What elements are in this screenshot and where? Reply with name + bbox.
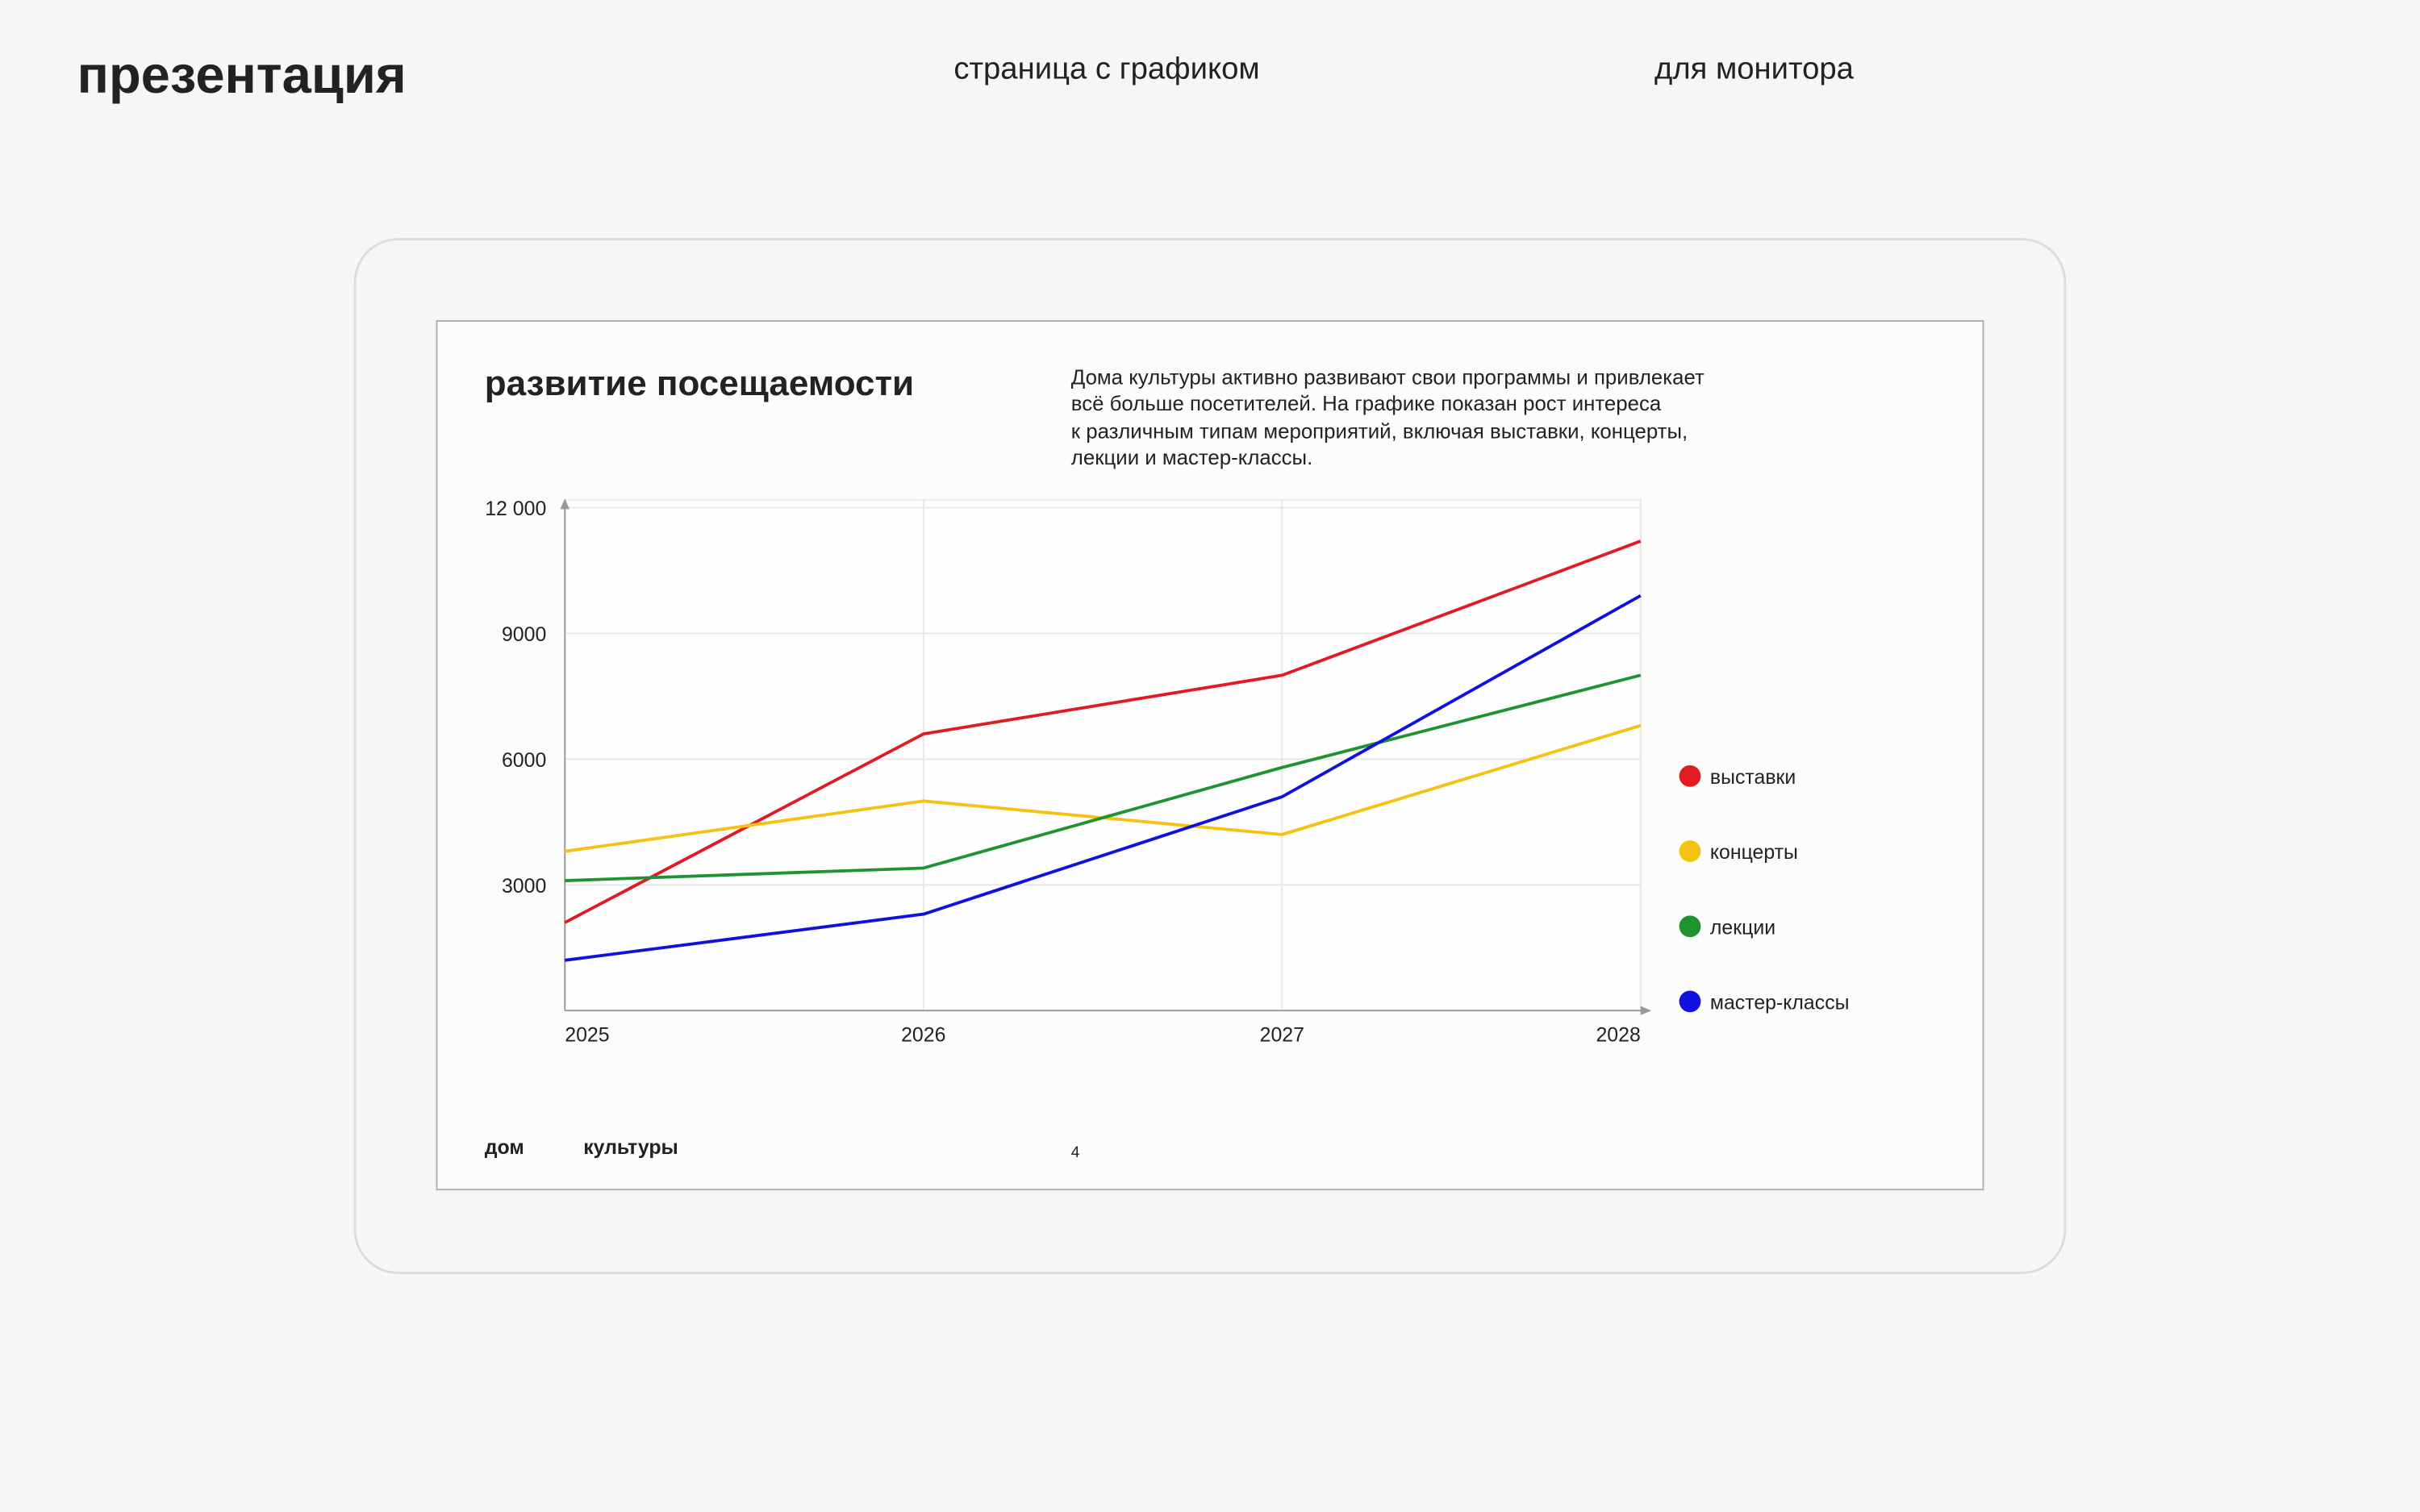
series-line (565, 594, 1642, 962)
plot-area (564, 498, 1642, 1012)
x-axis-arrow (1640, 1006, 1652, 1015)
description-line: Дома культуры активно развивают свои про… (1071, 366, 1704, 389)
page-note: для монитора (1654, 52, 1855, 86)
footer-left: дом (485, 1136, 524, 1159)
legend-label: лекции (1710, 916, 1775, 939)
legend-label: концерты (1710, 841, 1798, 864)
page-number: 4 (1071, 1144, 1080, 1161)
x-tick-label: 2025 (565, 1023, 609, 1046)
legend-label: мастер-классы (1710, 991, 1850, 1014)
y-tick-label: 3000 (502, 875, 546, 898)
footer-right: культуры (583, 1136, 678, 1159)
slide-title: развитие посещаемости (485, 364, 914, 403)
y-tick-label: 12 000 (485, 498, 546, 520)
description-line: лекции и мастер-классы. (1071, 447, 1312, 469)
legend-marker (1679, 915, 1701, 938)
legend-marker (1679, 840, 1701, 862)
chart: 3000 6000 9000 12 000 2025 2026 2027 2028 выстав… (485, 498, 1849, 1046)
series-line (565, 673, 1642, 882)
description-line: всё больше посетителей. На графике показ… (1071, 393, 1662, 415)
description-line: к различным типам мероприятий, включая в… (1071, 420, 1688, 443)
page-subtitle: страница с графиком (953, 52, 1259, 86)
x-tick-label: 2028 (1596, 1023, 1640, 1046)
x-tick-label: 2026 (901, 1023, 945, 1046)
legend-label: выставки (1710, 766, 1796, 789)
page-title: презентация (77, 45, 407, 104)
legend-marker (1679, 990, 1701, 1013)
y-tick-label: 6000 (502, 749, 546, 772)
y-tick-label: 9000 (502, 623, 546, 646)
legend-marker (1679, 764, 1701, 787)
series-line (564, 539, 1642, 924)
y-axis-arrow (560, 498, 570, 510)
x-tick-label: 2027 (1260, 1023, 1304, 1046)
